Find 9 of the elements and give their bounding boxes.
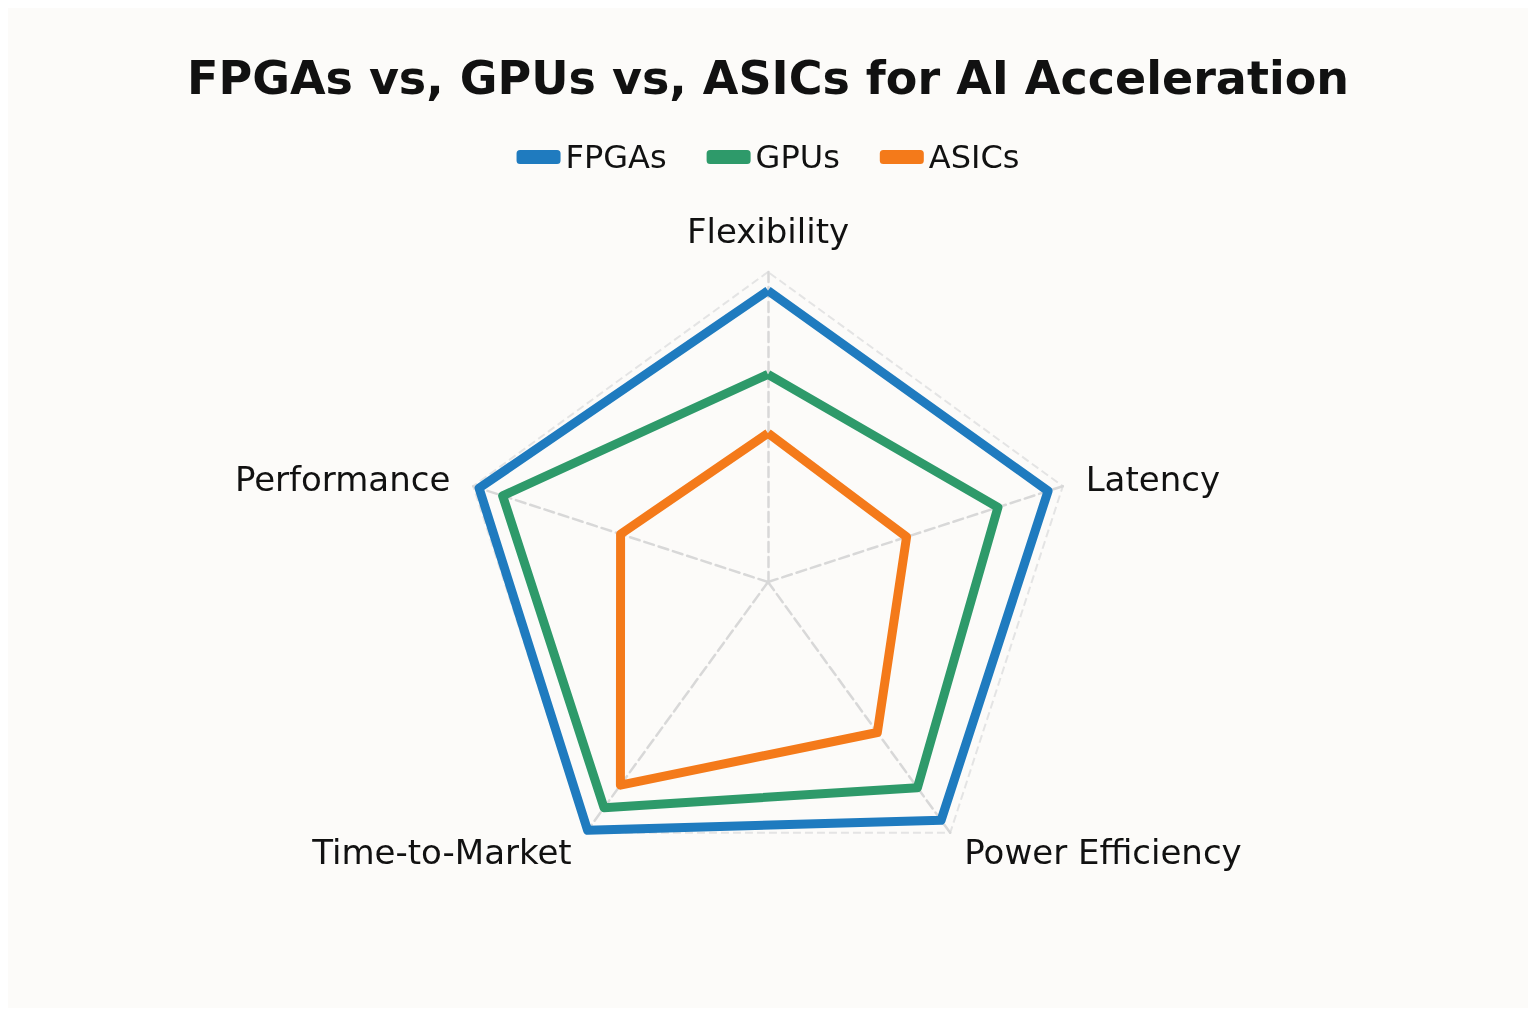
spoke-label: Time-to-Market <box>311 832 572 873</box>
spoke-label: Latency <box>1085 458 1221 499</box>
legend-label: FPGAs <box>565 138 667 176</box>
chart-title: FPGAs vs, GPUs vs, ASICs for AI Acceleration <box>187 51 1349 105</box>
spoke-label: Performance <box>234 458 451 499</box>
legend-label: GPUs <box>755 138 840 176</box>
spoke-label: Power Efficiency <box>964 832 1242 873</box>
spoke-label: Flexibility <box>686 211 850 251</box>
legend-label: ASICs <box>928 138 1020 176</box>
